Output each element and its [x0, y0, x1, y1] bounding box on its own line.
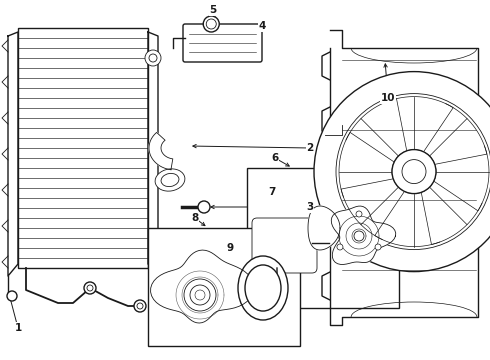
Polygon shape [331, 206, 396, 265]
FancyBboxPatch shape [252, 218, 317, 273]
Circle shape [402, 159, 426, 184]
Ellipse shape [161, 174, 179, 186]
Circle shape [137, 303, 143, 309]
Text: 9: 9 [226, 243, 234, 253]
Circle shape [198, 201, 210, 213]
Circle shape [184, 279, 216, 311]
Circle shape [149, 54, 157, 62]
Ellipse shape [245, 265, 281, 311]
Text: 8: 8 [192, 213, 198, 223]
Bar [18, 28, 148, 268]
Circle shape [375, 244, 381, 250]
Polygon shape [330, 30, 478, 325]
Text: 2: 2 [306, 143, 314, 153]
Circle shape [336, 94, 490, 249]
Circle shape [145, 50, 161, 66]
Circle shape [87, 285, 93, 291]
Bar [148, 228, 300, 346]
Circle shape [206, 19, 216, 29]
Circle shape [190, 285, 210, 305]
Circle shape [7, 291, 17, 301]
Circle shape [354, 231, 364, 241]
Text: 4: 4 [258, 21, 266, 31]
Circle shape [392, 150, 436, 194]
Text: 1: 1 [14, 323, 22, 333]
Polygon shape [308, 206, 340, 250]
Text: 5: 5 [209, 5, 217, 15]
Circle shape [337, 244, 343, 250]
FancyBboxPatch shape [183, 24, 262, 62]
Polygon shape [150, 250, 254, 323]
Ellipse shape [238, 256, 288, 320]
Circle shape [134, 300, 146, 312]
Text: 10: 10 [381, 93, 395, 103]
Text: 7: 7 [269, 187, 276, 197]
Circle shape [258, 285, 270, 297]
Circle shape [314, 72, 490, 271]
Ellipse shape [155, 169, 185, 191]
Bar [247, 168, 399, 308]
Circle shape [203, 16, 219, 32]
Polygon shape [149, 132, 173, 170]
Text: 3: 3 [306, 202, 314, 212]
Text: 6: 6 [271, 153, 279, 163]
Circle shape [84, 282, 96, 294]
Circle shape [195, 290, 205, 300]
Circle shape [356, 211, 362, 217]
